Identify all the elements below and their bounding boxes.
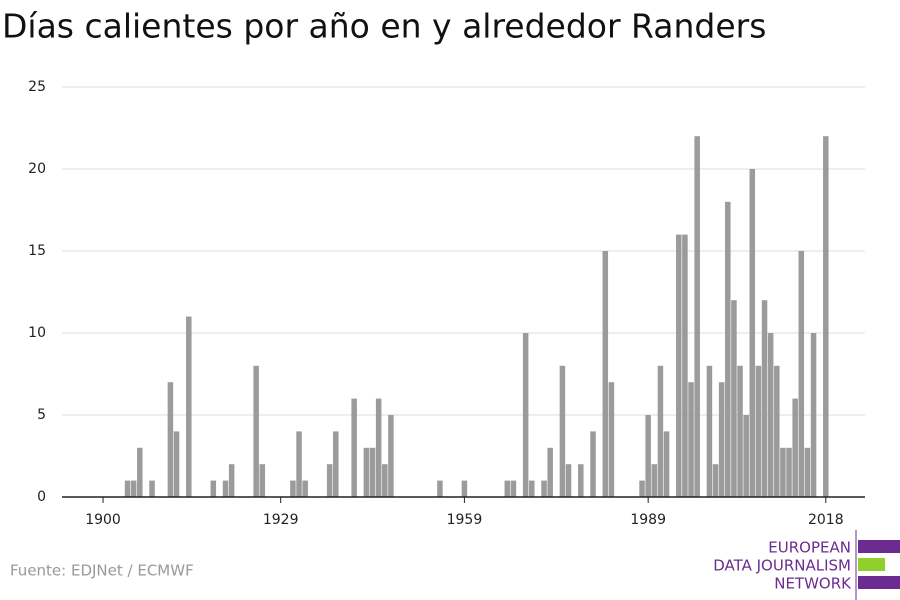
y-tick-label: 15 bbox=[28, 243, 46, 259]
bar bbox=[712, 464, 719, 497]
bar bbox=[437, 480, 443, 497]
bar bbox=[369, 447, 376, 497]
bar bbox=[333, 431, 339, 497]
logo-bar bbox=[858, 576, 900, 589]
bar bbox=[639, 480, 645, 497]
source: Fuente: EDJNet / ECMWF bbox=[10, 562, 194, 580]
bar bbox=[798, 251, 805, 497]
bar bbox=[645, 415, 651, 497]
bar bbox=[253, 365, 259, 497]
bar bbox=[529, 480, 535, 497]
bar bbox=[737, 365, 743, 497]
logo-bar bbox=[858, 540, 900, 553]
bar bbox=[510, 480, 517, 497]
x-tick-label: 1989 bbox=[630, 512, 666, 528]
bar bbox=[290, 480, 296, 497]
bar bbox=[130, 480, 137, 497]
bar bbox=[755, 365, 762, 497]
bar bbox=[780, 447, 786, 497]
logo-text: EUROPEAN bbox=[768, 539, 851, 557]
logo: EUROPEAN DATA JOURNALISM NETWORK bbox=[713, 530, 900, 600]
y-tick-label: 20 bbox=[28, 161, 46, 177]
bar bbox=[167, 382, 174, 497]
bar bbox=[694, 136, 700, 497]
bar bbox=[804, 447, 811, 497]
y-tick-label: 10 bbox=[28, 325, 46, 341]
bar bbox=[608, 382, 615, 497]
chart-title: Días calientes por año en y alrededor Ra… bbox=[2, 7, 766, 46]
y-tick-label: 0 bbox=[37, 489, 46, 505]
bar bbox=[547, 447, 553, 497]
bar bbox=[749, 169, 756, 497]
bar bbox=[786, 447, 792, 497]
bar bbox=[351, 398, 357, 497]
bar bbox=[124, 480, 131, 497]
bar bbox=[792, 398, 798, 497]
bar bbox=[688, 382, 694, 497]
logo-text: NETWORK bbox=[774, 575, 852, 593]
x-tick-label: 1959 bbox=[447, 512, 483, 528]
bar bbox=[522, 333, 529, 497]
bar bbox=[559, 365, 566, 497]
bar bbox=[602, 251, 609, 497]
bar bbox=[222, 480, 229, 497]
y-tick-label: 5 bbox=[37, 407, 46, 423]
bar bbox=[382, 464, 388, 497]
bar bbox=[725, 201, 731, 498]
x-tick-label: 1900 bbox=[85, 512, 121, 528]
bar bbox=[302, 480, 308, 497]
bar bbox=[565, 464, 572, 497]
bar bbox=[676, 234, 682, 497]
bar bbox=[210, 480, 217, 497]
bar bbox=[388, 415, 394, 497]
bar bbox=[228, 464, 235, 497]
bar bbox=[761, 300, 768, 497]
bar bbox=[461, 480, 468, 497]
logo-text: DATA JOURNALISM bbox=[713, 557, 851, 575]
bar bbox=[823, 136, 829, 497]
bar bbox=[767, 333, 774, 497]
x-tick-label: 2018 bbox=[808, 512, 844, 528]
bar bbox=[774, 365, 780, 497]
bar bbox=[137, 447, 143, 497]
bar bbox=[363, 447, 370, 497]
bar bbox=[651, 464, 658, 497]
bar bbox=[326, 464, 333, 497]
bar bbox=[259, 464, 266, 497]
bar bbox=[173, 431, 180, 497]
bar bbox=[578, 464, 584, 497]
bar bbox=[706, 365, 713, 497]
x-tick-label: 1929 bbox=[263, 512, 299, 528]
logo-bar bbox=[858, 558, 885, 571]
y-tick-label: 25 bbox=[28, 79, 46, 95]
bar bbox=[731, 300, 737, 497]
bar bbox=[718, 382, 725, 497]
bar bbox=[296, 431, 302, 497]
bar bbox=[375, 398, 382, 497]
bar bbox=[657, 365, 664, 497]
bar bbox=[682, 234, 688, 497]
bar bbox=[590, 431, 596, 497]
bar bbox=[504, 480, 511, 497]
bar bbox=[743, 415, 749, 497]
bar bbox=[663, 431, 670, 497]
bar bbox=[810, 333, 817, 497]
bar bbox=[541, 480, 547, 497]
bar bbox=[186, 316, 192, 497]
bar bbox=[149, 480, 155, 497]
